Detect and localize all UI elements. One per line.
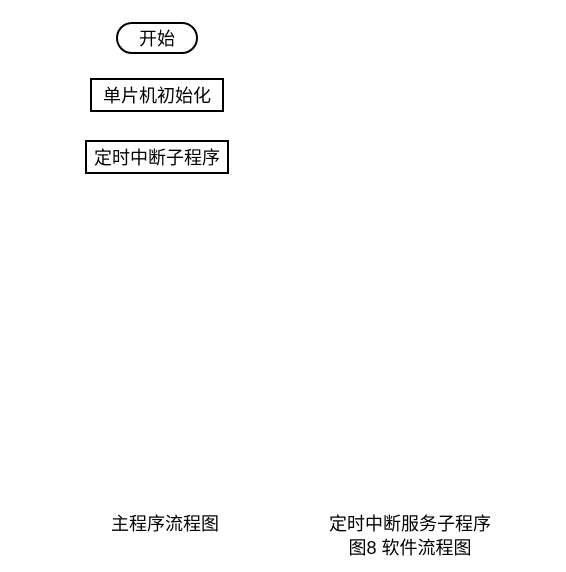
right-caption-line1: 定时中断服务子程序 [300,510,520,536]
left-init-process: 单片机初始化 [90,78,224,112]
flowchart-canvas: 开始单片机初始化定时中断子程序 主程序流程图 定时中断服务子程序 图8 软件流程… [0,0,566,572]
left-timer-process: 定时中断子程序 [85,140,229,174]
right-caption-line2: 图8 软件流程图 [300,534,520,560]
left-start-terminator: 开始 [116,22,198,54]
edges-svg [0,0,566,572]
left-caption: 主程序流程图 [90,510,240,536]
